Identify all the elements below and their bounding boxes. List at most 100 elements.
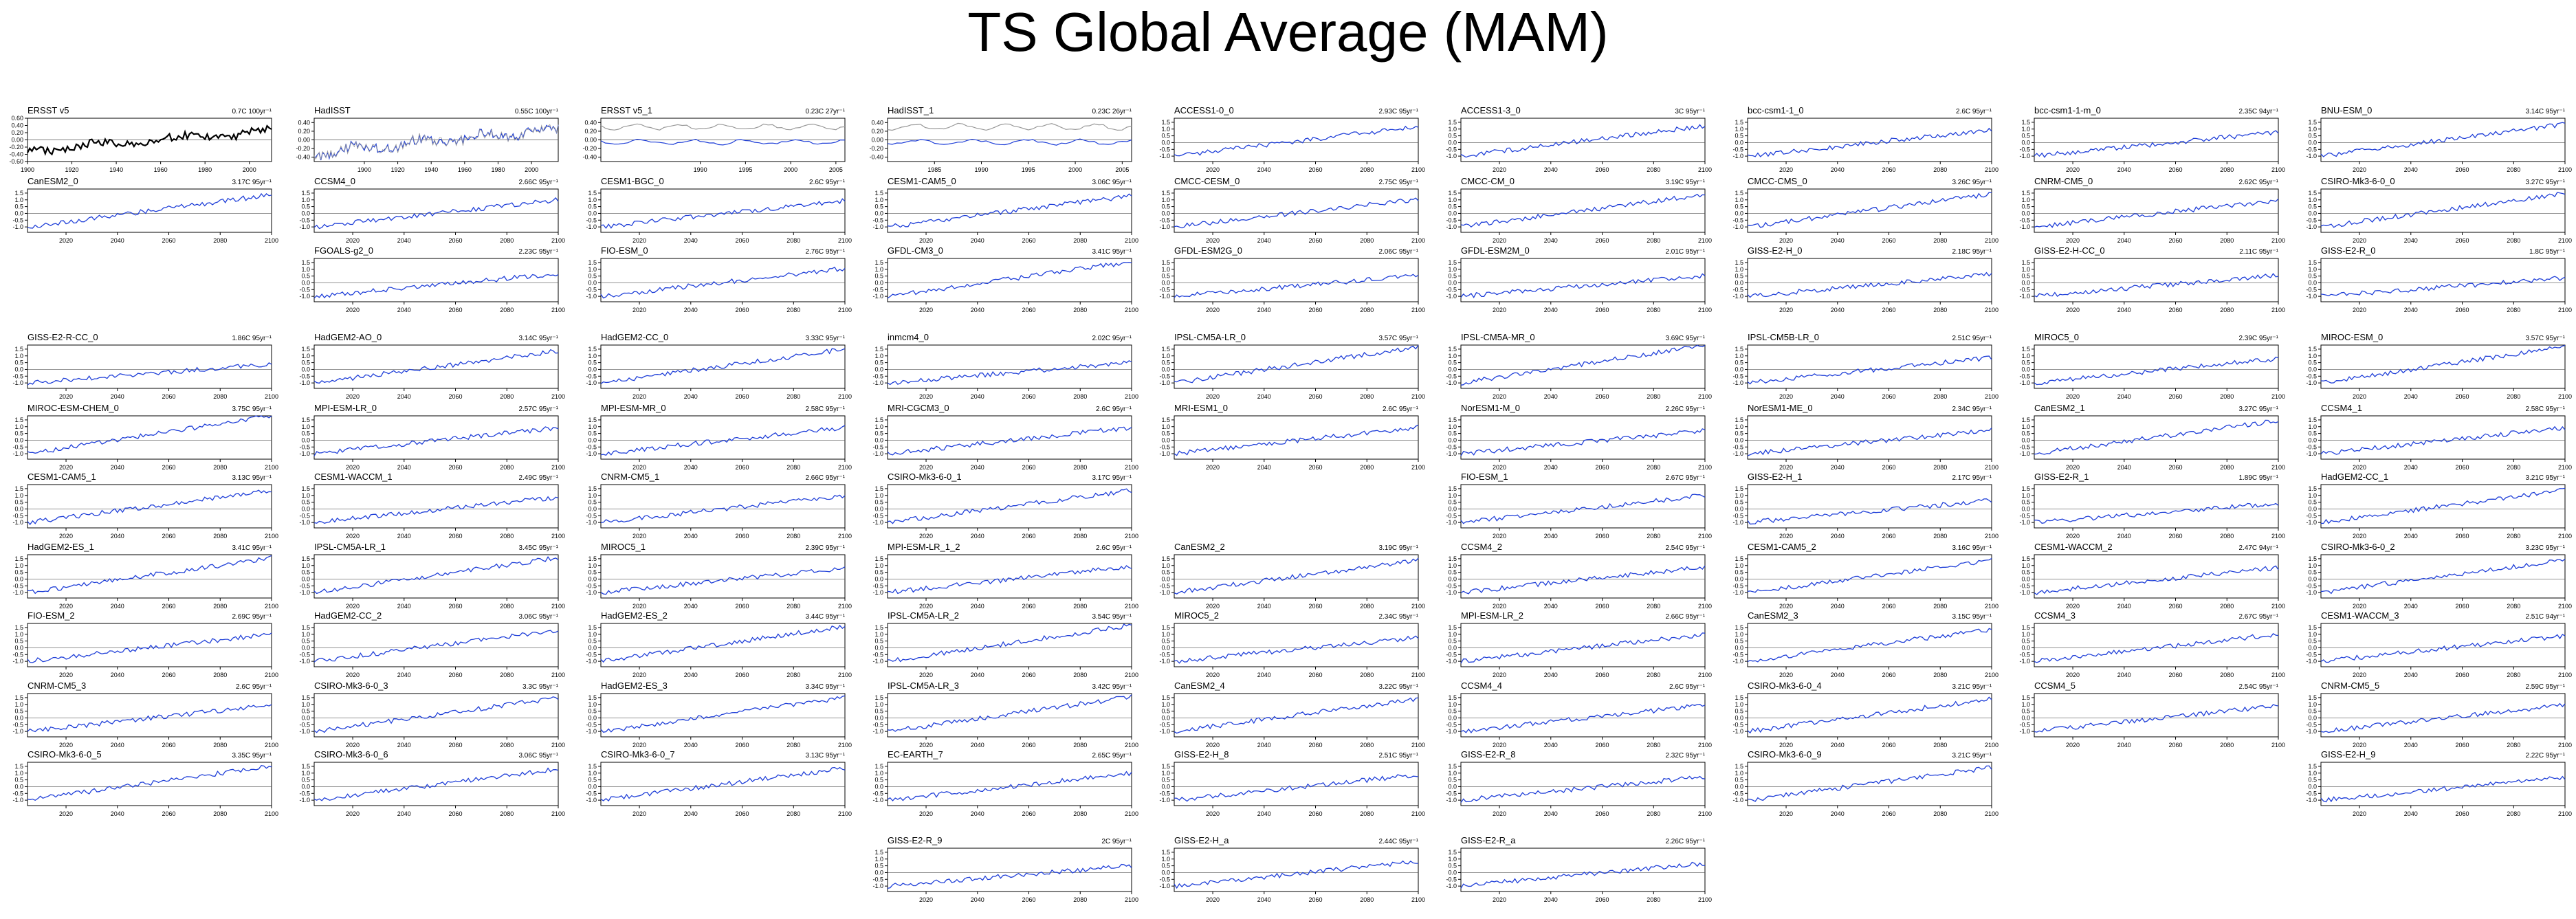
panel-title: BNU-ESM_0 [2321,105,2372,115]
y-tick-label: -1.0 [1732,379,1743,386]
panel-title: MPI-ESM-LR_0 [314,403,377,413]
series-line [600,348,846,384]
x-tick-label: 2100 [1411,393,1425,400]
x-tick-label: 2100 [1698,237,1712,244]
y-tick-label: 0.5 [1735,133,1743,140]
chart-panel: IPSL-CM5A-LR_3 3.42C 95yr⁻¹ 1.51.00.50.0-0… [872,680,1138,749]
series-line [1174,125,1419,157]
y-tick-label: 1.0 [1448,423,1457,430]
x-tick-label: 2080 [1933,533,1947,540]
y-tick-label: 0.0 [301,505,310,512]
panel-frame [1174,554,1419,599]
y-tick-label: 0.5 [874,273,883,280]
panel-trend-label: 2.51C 95yr⁻¹ [1378,752,1418,760]
panel-frame [887,693,1132,738]
panel-frame [887,258,1132,302]
y-tick-label: -1.0 [2306,450,2317,457]
panel-frame [2034,484,2279,529]
x-tick-label: 2040 [111,393,124,400]
y-tick-label: 0.0 [874,210,883,217]
y-tick-label: -1.0 [1732,728,1743,735]
x-tick-label: 2100 [1125,464,1138,471]
x-tick-label: 2100 [551,533,565,540]
y-tick-label: -0.5 [872,651,883,658]
panel-title: CSIRO-Mk3-6-0_2 [2321,542,2395,552]
y-tick-label: 1.0 [301,631,310,638]
x-tick-label: 2060 [736,603,749,610]
x-tick-label: 2020 [632,307,646,313]
y-tick-label: 0.5 [2308,499,2317,506]
y-tick-label: -0.5 [1446,286,1457,293]
y-tick-label: 0.0 [1161,869,1170,876]
y-tick-label: 0.5 [874,569,883,576]
chart-panel: HadGEM2-ES_2 3.44C 95yr⁻¹ 1.51.00.50.0-0.5… [586,610,852,678]
x-tick-label: 2080 [786,533,800,540]
y-tick-label: 0.0 [588,714,597,721]
x-tick-label: 2100 [2271,307,2285,313]
panel-trend-label: 2.06C 95yr⁻¹ [1378,248,1418,256]
y-tick-label: -1.0 [1159,293,1170,300]
x-tick-label: 2060 [1309,742,1323,749]
panel-frame [1460,762,1706,806]
x-tick-label: 2060 [449,533,463,540]
x-tick-label: 2080 [1073,603,1087,610]
x-tick-label: 2020 [2353,533,2366,540]
panel-trend-label: 3.27C 95yr⁻¹ [2238,406,2278,413]
panel-trend-label: 2.6C 95yr⁻¹ [1096,544,1132,552]
y-tick-label: 1.5 [874,485,883,492]
y-tick-label: 0.5 [301,777,310,784]
y-tick-label: 0.0 [1161,575,1170,582]
x-tick-label: 2100 [1985,672,1999,678]
y-tick-label: 1.0 [2308,631,2317,638]
chart-panel: CSIRO-Mk3-6-0_7 3.13C 95yr⁻¹1.51.00.50.0-… [586,749,852,817]
y-tick-label: 0.0 [1735,505,1743,512]
y-tick-label: 0.20 [11,129,23,136]
x-tick-label: 2040 [2117,742,2131,749]
panel-trend-label: 2.47C 94yr⁻¹ [2238,544,2278,552]
x-tick-label: 2060 [1882,742,1896,749]
chart-panel: bcc-csm1-1_0 2.6C 95yr⁻¹ 1.51.00.50.0-0.5-… [1732,105,1999,173]
x-tick-label: 2020 [2066,464,2080,471]
x-tick-label: 2060 [449,742,463,749]
panel-frame [2320,484,2566,529]
chart-panel: MIROC5_2 2.34C 95yr⁻¹ 1.51.00.50.0-0.5-1.0… [1159,610,1425,678]
y-tick-label: -0.5 [872,721,883,728]
y-tick-label: -1.0 [1159,797,1170,804]
x-tick-label: 2060 [1022,603,1036,610]
x-tick-label: 2060 [1882,464,1896,471]
x-tick-label: 2080 [1073,672,1087,678]
y-tick-label: -1.0 [872,293,883,300]
x-tick-label: 2100 [2271,166,2285,173]
panel-frame [2034,554,2279,599]
y-tick-label: 0.5 [1735,203,1743,210]
x-tick-label: 2040 [1257,672,1271,678]
y-tick-label: -1.0 [1159,379,1170,386]
chart-panel: IPSL-CM5B-LR_0 2.51C 95yr⁻¹ 1.51.00.50.0-0… [1732,332,1999,400]
x-tick-label: 2060 [736,533,749,540]
x-tick-label: 2000 [1068,166,1082,173]
y-tick-label: 1.5 [14,763,23,770]
series-line [1460,124,1706,158]
x-tick-label: 2080 [2507,742,2520,749]
y-tick-label: 0.0 [2308,279,2317,286]
panel-trend-label: 3.16C 95yr⁻¹ [1952,544,1992,552]
x-tick-label: 2080 [1360,237,1374,244]
x-tick-label: 2060 [2456,810,2469,817]
chart-panel: MRI-CGCM3_0 2.6C 95yr⁻¹ 1.51.00.50.0-0.5-1… [872,403,1138,471]
x-tick-label: 2100 [1125,307,1138,313]
chart-panel: GISS-E2-H_9 2.22C 95yr⁻¹ 1.51.00.50.0-0.5-… [2306,749,2572,817]
series-line [1460,344,1706,386]
panel-frame [1747,484,1992,529]
y-tick-label: -0.40 [296,154,310,161]
panel-frame [600,188,846,233]
y-tick-label: -0.5 [2019,443,2030,450]
y-tick-label: 1.5 [1161,346,1170,353]
x-tick-label: 2080 [1073,533,1087,540]
x-tick-label: 2040 [111,742,124,749]
panel-title: EC-EARTH_7 [888,749,943,760]
series-line [1747,127,1992,157]
y-tick-label: -1.0 [872,223,883,230]
x-tick-label: 2020 [2353,672,2366,678]
reference-line [600,123,846,131]
x-tick-label: 2020 [919,307,933,313]
